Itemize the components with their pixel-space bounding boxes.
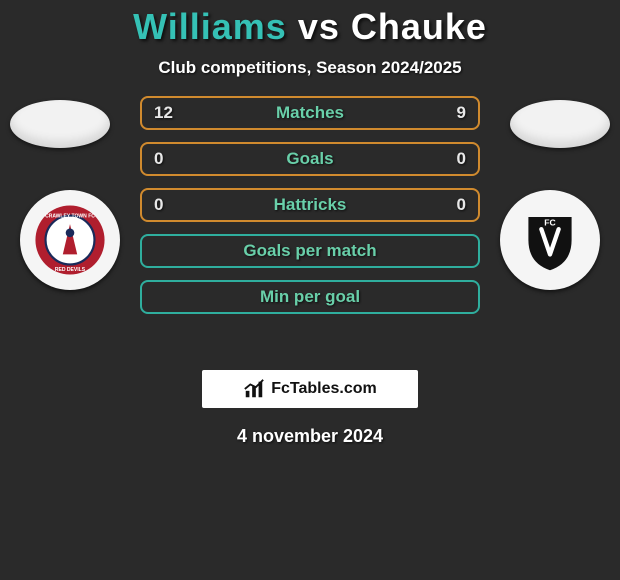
stat-right-value: 0	[457, 195, 466, 215]
stat-label: Matches	[276, 103, 344, 123]
stat-bar: Min per goal	[140, 280, 480, 314]
flag-right	[510, 100, 610, 148]
subtitle: Club competitions, Season 2024/2025	[0, 58, 620, 78]
stat-label: Min per goal	[260, 287, 360, 307]
stat-label: Goals	[286, 149, 333, 169]
watermark: FcTables.com	[202, 370, 418, 408]
crest-left-icon: CRAWLEY TOWN FC RED DEVILS	[34, 204, 106, 276]
player1-name: Williams	[133, 6, 287, 47]
club-crest-right: FC	[500, 190, 600, 290]
stat-right-value: 9	[457, 103, 466, 123]
stat-left-value: 0	[154, 195, 163, 215]
crest-left-top-text: CRAWLEY TOWN FC	[45, 214, 95, 220]
chart-icon	[243, 378, 265, 400]
stat-bar: Goals per match	[140, 234, 480, 268]
stat-left-value: 12	[154, 103, 173, 123]
club-crest-left: CRAWLEY TOWN FC RED DEVILS	[20, 190, 120, 290]
stat-bar: 12 Matches 9	[140, 96, 480, 130]
player2-name: Chauke	[351, 6, 487, 47]
vs-text: vs	[298, 6, 340, 47]
flag-left	[10, 100, 110, 148]
comparison-stage: CRAWLEY TOWN FC RED DEVILS FC 12 Matches 9…	[0, 96, 620, 356]
svg-text:FC: FC	[544, 218, 556, 228]
stat-label: Hattricks	[274, 195, 347, 215]
stat-bar: 0 Goals 0	[140, 142, 480, 176]
stat-right-value: 0	[457, 149, 466, 169]
stat-left-value: 0	[154, 149, 163, 169]
stat-label: Goals per match	[243, 241, 376, 261]
crest-right-icon: FC	[514, 204, 586, 276]
watermark-text: FcTables.com	[271, 380, 377, 398]
page-title: Williams vs Chauke	[0, 6, 620, 48]
stat-bar: 0 Hattricks 0	[140, 188, 480, 222]
date-text: 4 november 2024	[0, 426, 620, 447]
crest-left-bottom-text: RED DEVILS	[55, 267, 86, 273]
stat-bars: 12 Matches 9 0 Goals 0 0 Hattricks 0 Goals per ma…	[140, 96, 480, 314]
